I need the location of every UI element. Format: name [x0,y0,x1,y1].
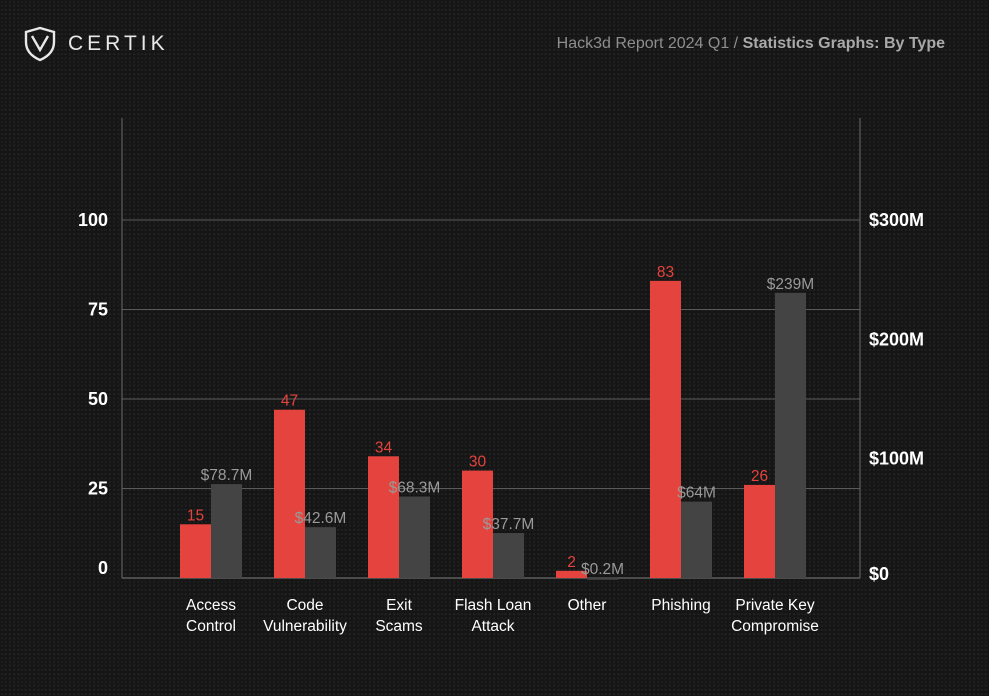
right-tick-label: $300M [869,210,924,230]
count-data-label: 47 [281,393,298,410]
page-title: Hack3d Report 2024 Q1 / Statistics Graph… [557,35,945,53]
category-label: Other [568,597,607,614]
category-label: Access [186,597,236,614]
loss-data-label: $239M [767,276,814,293]
category-label: Private Key [735,597,815,614]
loss-bar [681,501,712,578]
certik-shield-icon [24,26,56,62]
right-tick-label: $100M [869,449,924,469]
report-subtitle: Statistics Graphs: By Type [742,35,945,52]
loss-bar [493,533,524,578]
count-bar [744,484,775,578]
count-bar [368,456,399,578]
brand-logo[interactable]: CERTIK [22,26,169,62]
loss-data-label: $42.6M [295,510,347,527]
category-label: Exit [386,597,413,614]
count-bar [650,280,681,578]
category-label: Vulnerability [263,618,347,635]
loss-bar [399,496,430,578]
category-label: Control [186,618,236,635]
loss-bar [211,484,242,578]
category-label: Phishing [651,597,710,614]
category-label: Flash Loan [455,597,532,614]
loss-bar [775,292,806,578]
count-data-label: 34 [375,439,393,456]
count-data-label: 83 [657,264,674,281]
category-label: Code [286,597,323,614]
count-bar [556,570,587,578]
loss-data-label: $0.2M [581,561,624,578]
left-tick-label: 25 [88,479,108,499]
loss-data-label: $78.7M [201,467,253,484]
report-name: Hack3d Report 2024 Q1 / [556,35,743,52]
right-tick-label: $0 [869,564,889,584]
right-tick-label: $200M [869,329,924,349]
count-bar [274,409,305,578]
left-tick-label: 75 [88,300,108,320]
loss-bar [305,527,336,578]
category-label: Attack [471,618,514,635]
loss-data-label: $37.7M [483,516,535,533]
count-data-label: 30 [469,454,487,471]
left-tick-label: 50 [88,389,108,409]
loss-data-label: $64M [677,485,716,502]
count-bar [180,524,211,578]
count-bar [462,470,493,578]
left-tick-label: 100 [78,210,108,230]
category-label: Compromise [731,618,819,635]
left-tick-label: 0 [98,558,108,578]
loss-bar [587,577,618,580]
loss-data-label: $68.3M [389,479,441,496]
count-data-label: 15 [187,507,204,524]
count-data-label: 2 [567,554,576,571]
category-label: Scams [375,618,423,635]
brand-name: CERTIK [68,32,169,55]
count-data-label: 26 [751,468,768,485]
